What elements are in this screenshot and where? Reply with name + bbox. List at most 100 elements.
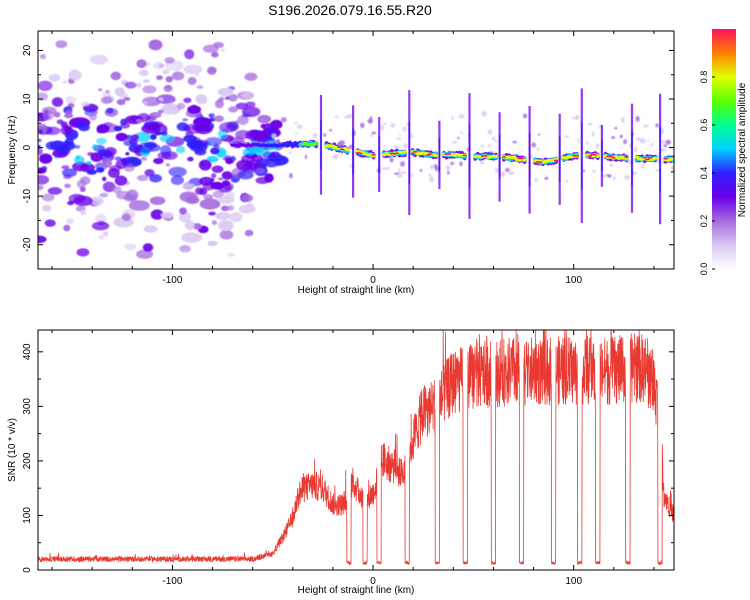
spectrogram-frame [37,30,675,270]
heatmap-cell [41,193,55,202]
heatmap-cell [371,131,377,135]
heatmap-cell [182,118,189,122]
heatmap-cell [38,167,47,174]
heatmap-cell [167,102,176,110]
heatmap-cell [38,235,47,244]
ridge-cell [647,157,653,159]
heatmap-cell [65,96,77,104]
heatmap-cell [198,159,212,171]
heatmap-cell [270,119,283,130]
heatmap-cell [537,147,540,151]
ridge-cell [337,146,342,149]
heatmap-cell [124,243,137,250]
heatmap-cell [466,148,469,152]
ridge-cell [652,156,658,160]
heatmap-cell [572,117,577,120]
y-tick-label: 300 [22,398,33,415]
heatmap-cell [228,94,238,102]
heatmap-cell [66,218,74,225]
heatmap-cell [222,157,229,161]
heatmap-cell [500,171,506,178]
heatmap-cell [655,123,659,128]
heatmap-cell [235,102,249,110]
colorbar-tick-label: 0.0 [699,263,709,276]
heatmap-cell [114,87,125,96]
heatmap-cell [61,165,70,170]
heatmap-cell [140,156,148,161]
ridge-cell [519,157,525,160]
heatmap-cell [487,129,493,135]
snr-panel: -100 0 100 0 100 200 300 400 Height of straigh… [7,329,675,596]
ridge-cell [587,155,593,157]
heatmap-cell [45,141,59,150]
heatmap-cell [208,211,216,216]
ridge-cell [642,156,647,159]
heatmap-cell [211,165,224,173]
x-tick-label: 100 [565,275,582,286]
ridge-cell [410,152,415,155]
y-tick-label: -10 [22,188,33,203]
heatmap-cell [481,110,487,117]
heatmap-cell [641,164,645,169]
heatmap-cell [289,172,293,179]
heatmap-cell [410,173,413,178]
heatmap-cell [459,161,463,167]
heatmap-cell [451,141,458,144]
heatmap-cell [204,137,223,147]
heatmap-cell [98,88,103,92]
heatmap-cell [219,229,234,240]
dropout-streak-core [529,132,531,187]
heatmap-cell [428,173,432,177]
heatmap-cell [452,161,455,166]
heatmap-cell [332,154,339,160]
spectrogram-ridge [230,139,674,167]
heatmap-cell [211,51,219,58]
heatmap-cell [348,113,353,119]
y-tick-label: 200 [22,452,33,469]
heatmap-cell [79,209,87,216]
heatmap-cell [587,122,593,126]
x-tick-label: 100 [565,576,582,587]
dropout-streak-core [631,130,633,186]
heatmap-cell [577,138,580,144]
heatmap-cell [71,69,77,74]
heatmap-cell [491,136,496,141]
dropout-streak-core [320,119,322,170]
heatmap-cell [181,232,203,244]
heatmap-cell [136,174,149,182]
ridge-cell [645,158,650,161]
ridge-cell [313,141,319,145]
heatmap-cell [225,96,230,100]
heatmap-cell [38,138,42,142]
heatmap-cell [210,147,220,155]
heatmap-cell [329,129,333,132]
heatmap-cell [296,124,303,129]
heatmap-cell [257,114,272,124]
heatmap-cell [447,170,450,175]
ridge-cell [574,155,580,157]
heatmap-cell [128,200,150,211]
heatmap-cell [651,142,653,147]
heatmap-cell [242,148,255,157]
x-tick-label: -100 [162,576,182,587]
heatmap-cell [660,128,664,135]
heatmap-cell [97,220,106,226]
heatmap-cell [254,167,266,175]
heatmap-cell [186,139,204,149]
heatmap-cell [195,94,207,105]
heatmap-cell [114,175,128,186]
colorbar-gradient [712,29,736,269]
heatmap-cell [104,147,117,156]
heatmap-cell [134,147,139,151]
heatmap-cell [116,99,126,106]
ridge-cell [608,155,613,157]
y-tick-label: 20 [22,44,33,56]
ridge-cell [428,153,433,155]
heatmap-cell [150,209,164,220]
heatmap-cell [99,234,104,240]
colorbar-tick-label: 0.8 [699,71,709,84]
heatmap-cell [149,196,166,205]
heatmap-cell [99,192,109,198]
heatmap-cell [194,124,213,135]
heatmap-cell [218,220,234,231]
